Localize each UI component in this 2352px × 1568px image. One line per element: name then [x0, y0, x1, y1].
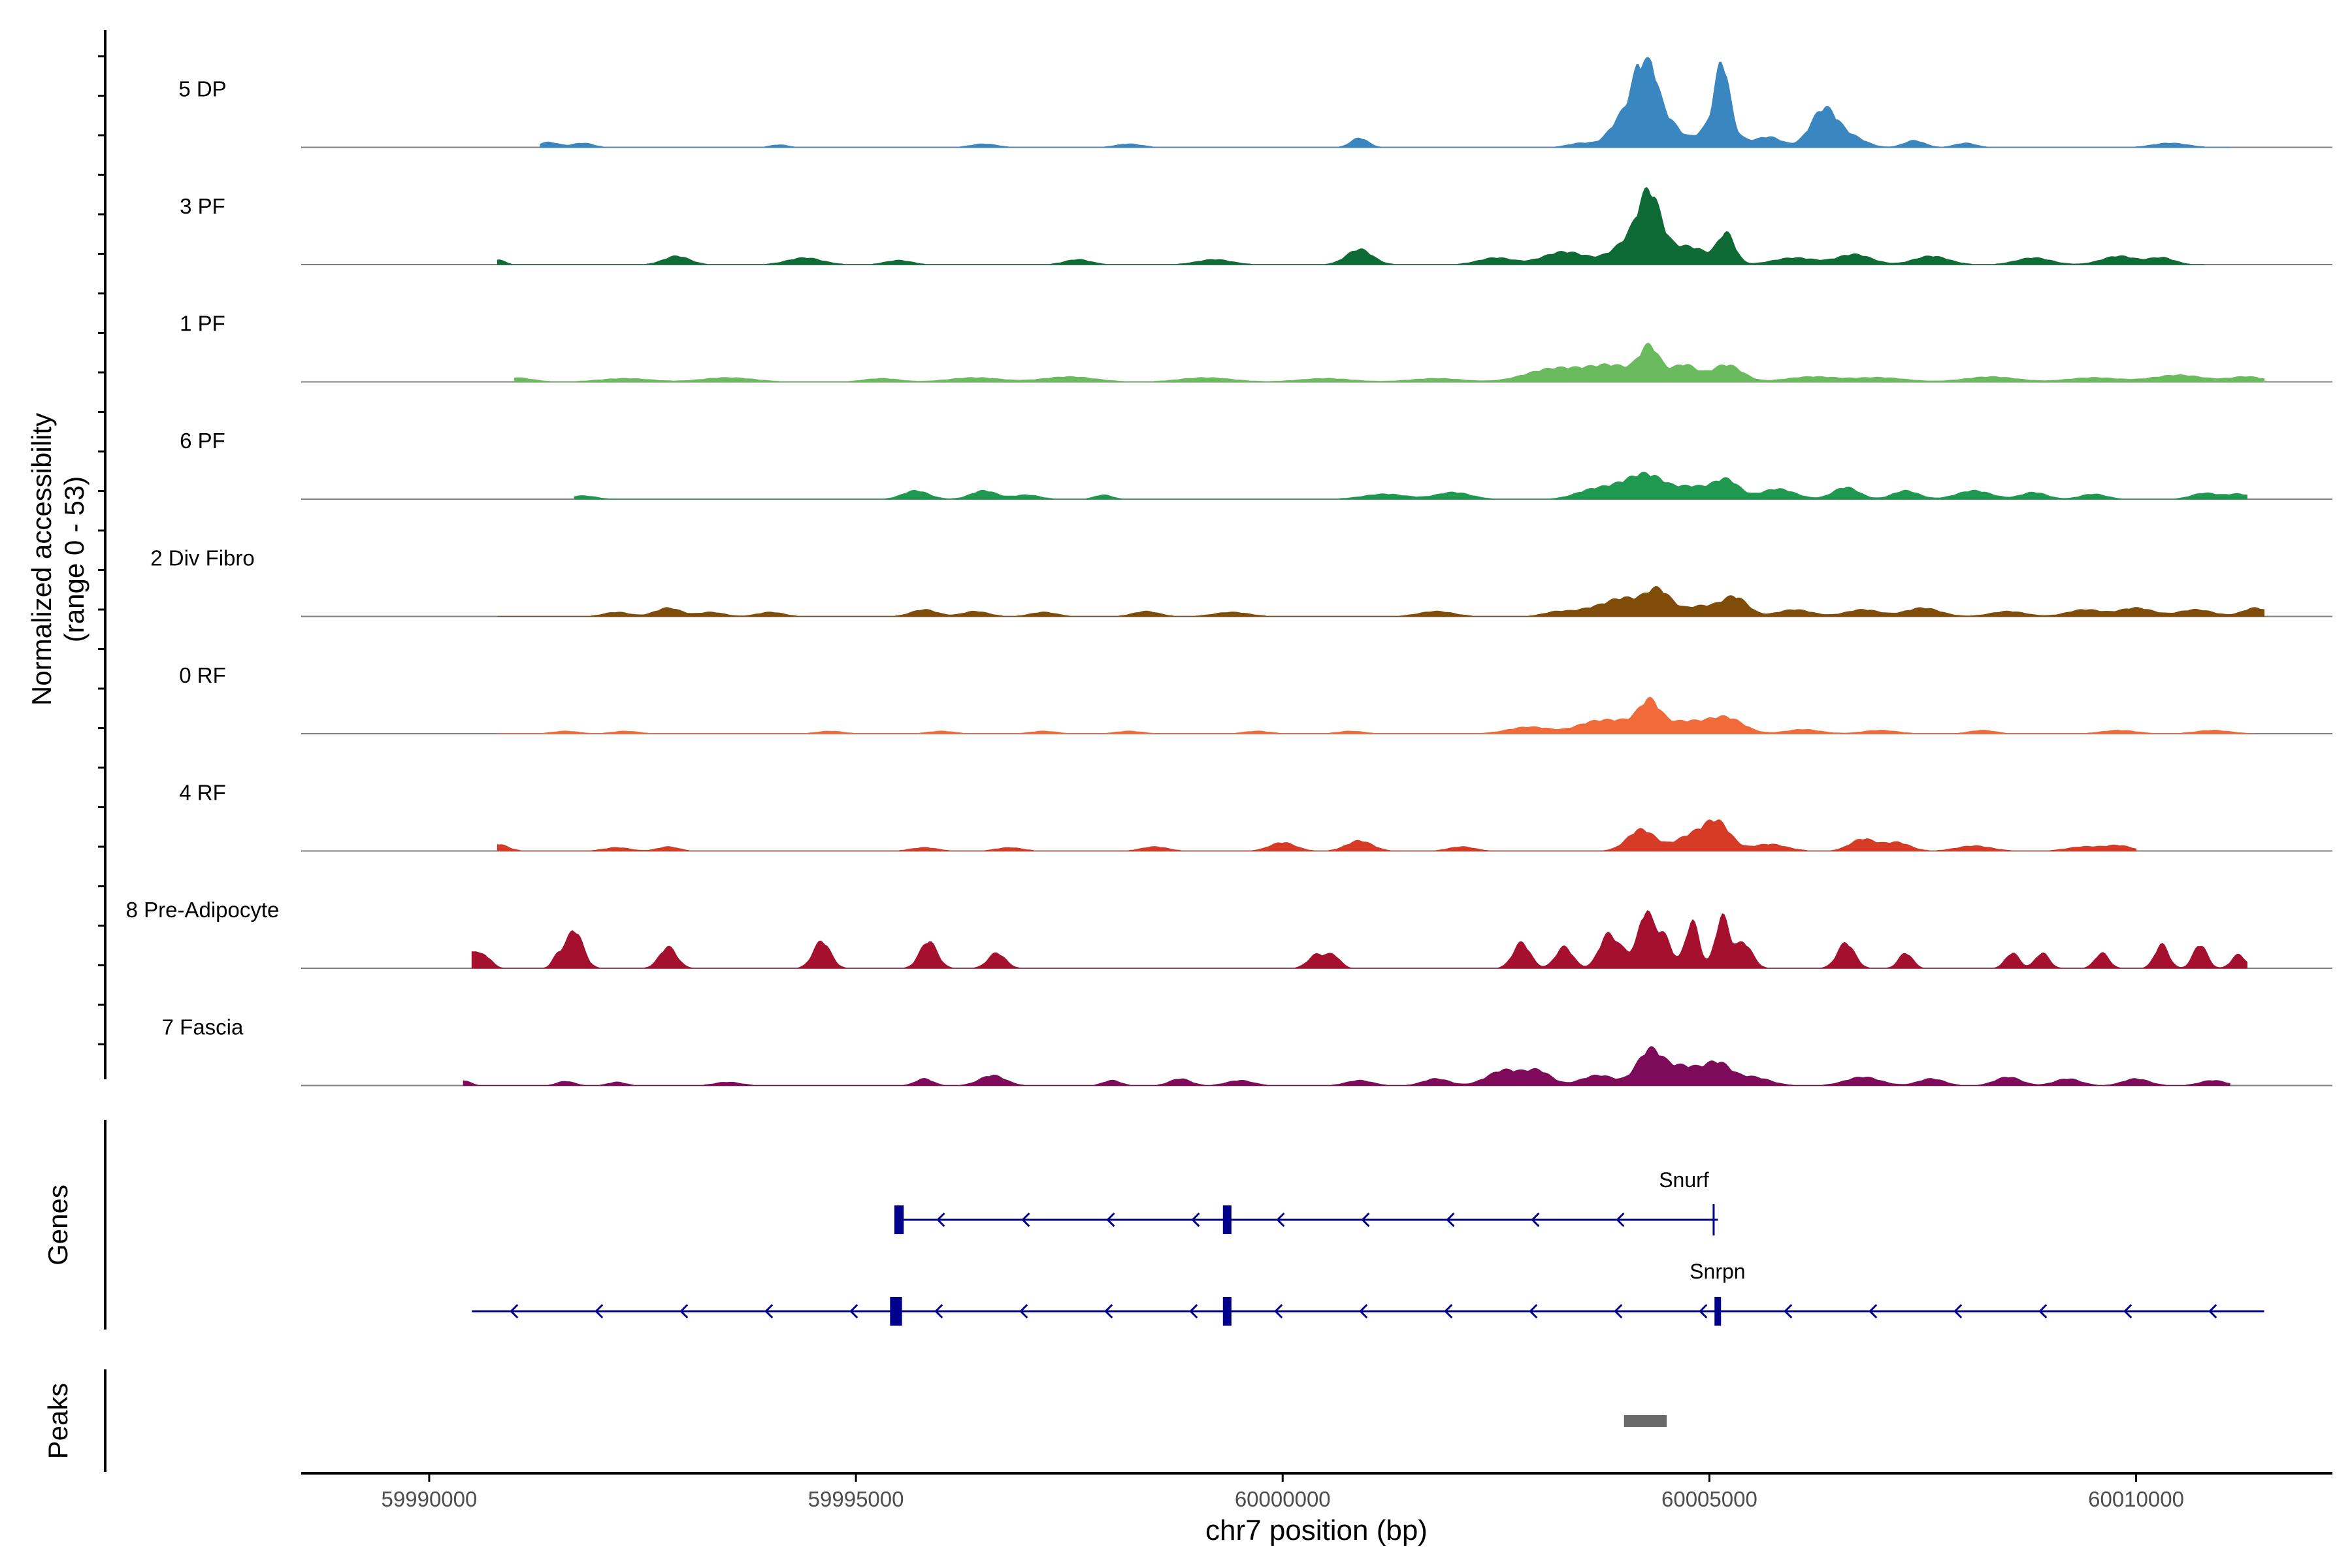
- peak-regions: [1624, 1415, 1667, 1427]
- strand-arrow: [936, 1212, 945, 1228]
- track-label: 1 PF: [180, 312, 225, 336]
- strand-arrow: [510, 1303, 519, 1319]
- track-5-dp: 5 DP: [178, 56, 2332, 148]
- track-area: [471, 910, 2247, 969]
- gene-snrpn: Snrpn: [472, 1260, 2264, 1326]
- strand-arrow: [1614, 1303, 1623, 1319]
- strand-arrow: [764, 1303, 774, 1319]
- track-3-pf: 3 PF: [180, 187, 2332, 265]
- track-area: [497, 585, 2264, 617]
- genes-panel-label: Genes: [42, 1184, 73, 1266]
- track-area: [497, 187, 2205, 265]
- strand-arrow: [1019, 1303, 1028, 1319]
- strand-arrow: [1359, 1303, 1368, 1319]
- track-label: 2 Div Fibro: [150, 546, 255, 570]
- strand-arrow: [1104, 1303, 1113, 1319]
- x-tick-label: 59995000: [808, 1487, 904, 1511]
- track-label: 3 PF: [180, 194, 225, 218]
- strand-arrow: [2038, 1303, 2048, 1319]
- track-2-div-fibro: 2 Div Fibro: [150, 546, 2332, 617]
- x-tick-label: 60000000: [1235, 1487, 1331, 1511]
- gene-annotations: Snurf Snrpn: [472, 1168, 2264, 1326]
- x-axis-label: chr7 position (bp): [1205, 1514, 1428, 1546]
- y-axis-label-line2: (range 0 - 53): [59, 476, 90, 642]
- gene-name: Snrpn: [1690, 1260, 1745, 1283]
- strand-arrow: [1189, 1303, 1198, 1319]
- track-8-pre-adipocyte: 8 Pre-Adipocyte: [126, 898, 2332, 969]
- track-label: 8 Pre-Adipocyte: [126, 898, 280, 922]
- peaks-panel-label: Peaks: [42, 1383, 73, 1460]
- gene-exon: [1222, 1297, 1232, 1326]
- track-4-rf: 4 RF: [179, 781, 2332, 852]
- strand-arrow: [1191, 1212, 1200, 1228]
- strand-arrow: [1699, 1303, 1708, 1319]
- strand-arrow: [1953, 1303, 1963, 1319]
- strand-arrow: [1529, 1303, 1538, 1319]
- x-tick-label: 59990000: [382, 1487, 478, 1511]
- y-axis-label-line1: Normalized accessibility: [26, 413, 57, 706]
- x-tick-label: 60005000: [1661, 1487, 1757, 1511]
- strand-arrow: [1446, 1212, 1455, 1228]
- strand-arrow: [2208, 1303, 2217, 1319]
- track-label: 5 DP: [178, 77, 226, 101]
- strand-arrow: [1444, 1303, 1453, 1319]
- track-area: [514, 342, 2264, 382]
- strand-arrow: [934, 1303, 943, 1319]
- strand-arrow: [595, 1303, 604, 1319]
- track-label: 0 RF: [179, 663, 226, 687]
- strand-arrow: [1106, 1212, 1115, 1228]
- strand-arrow: [2123, 1303, 2132, 1319]
- strand-arrow: [1784, 1303, 1793, 1319]
- x-tick-label: 60010000: [2088, 1487, 2184, 1511]
- strand-arrow: [1021, 1212, 1030, 1228]
- strand-arrow: [1274, 1303, 1283, 1319]
- gene-name: Snurf: [1659, 1168, 1709, 1192]
- gene-exon: [1222, 1205, 1232, 1234]
- track-6-pf: 6 PF: [180, 429, 2332, 500]
- track-1-pf: 1 PF: [180, 312, 2332, 383]
- strand-arrow: [1531, 1212, 1540, 1228]
- track-area: [574, 471, 2247, 500]
- track-label: 4 RF: [179, 781, 226, 805]
- strand-arrow: [1361, 1212, 1370, 1228]
- gene-snurf: Snurf: [894, 1168, 1718, 1235]
- peak-region: [1624, 1415, 1667, 1427]
- track-area: [497, 696, 2256, 734]
- gene-exon: [894, 1205, 904, 1234]
- track-7-fascia: 7 Fascia: [162, 1015, 2332, 1086]
- gene-exon: [1714, 1297, 1722, 1326]
- coverage-y-ticks: [98, 55, 105, 1045]
- track-area: [540, 56, 2230, 148]
- track-0-rf: 0 RF: [179, 663, 2332, 734]
- track-area: [497, 819, 2137, 851]
- strand-arrow: [1616, 1212, 1625, 1228]
- strand-arrow: [1276, 1212, 1285, 1228]
- strand-arrow: [679, 1303, 689, 1319]
- track-label: 7 Fascia: [162, 1015, 244, 1039]
- track-area: [463, 1046, 2230, 1086]
- strand-arrow: [849, 1303, 858, 1319]
- gene-exon: [890, 1297, 902, 1326]
- x-axis-ticks: 59990000 59995000 60000000 60005000 60010000: [382, 1473, 2184, 1511]
- strand-arrow: [1869, 1303, 1878, 1319]
- coverage-tracks: 5 DP 3 PF 1 PF 6 PF 2 Div Fibro 0 RF 4 RF 8 Pre…: [126, 56, 2332, 1086]
- track-label: 6 PF: [180, 429, 225, 453]
